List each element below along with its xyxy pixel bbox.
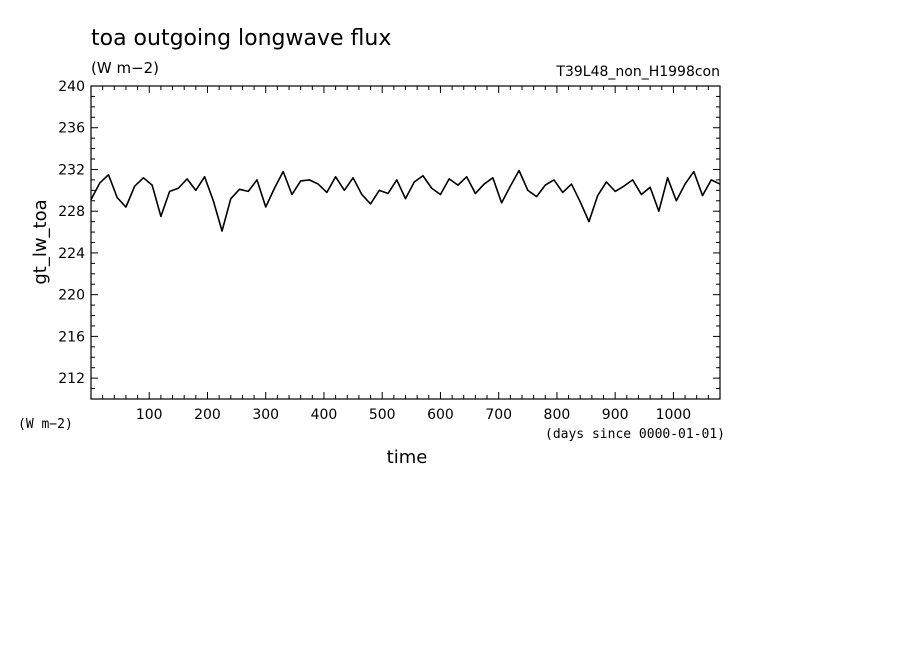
- chart-title: toa outgoing longwave flux: [91, 26, 391, 51]
- chart-units: (W m−2): [91, 59, 159, 77]
- x-tick-labels: 100 200 300 400 500 600 700 800 900 1000: [136, 407, 691, 423]
- x-axis-units: (days since 0000-01-01): [545, 427, 725, 442]
- y-axis-label: gt_lw_toa: [30, 199, 51, 284]
- x-tick-label: 400: [311, 407, 338, 423]
- y-tick-label: 216: [58, 329, 85, 345]
- x-tick-label: 700: [485, 407, 512, 423]
- x-tick-label: 100: [136, 407, 163, 423]
- axis-ticks: [91, 86, 720, 399]
- x-tick-label: 1000: [656, 407, 692, 423]
- x-tick-label: 500: [369, 407, 396, 423]
- y-tick-labels: 212 216 220 224 228 232 236 240: [58, 79, 85, 387]
- y-tick-label: 228: [58, 204, 85, 220]
- x-tick-label: 900: [602, 407, 629, 423]
- x-tick-label: 300: [252, 407, 279, 423]
- x-tick-label: 200: [194, 407, 221, 423]
- x-tick-label: 800: [544, 407, 571, 423]
- plot-frame: [90, 85, 721, 400]
- y-tick-label: 212: [58, 371, 85, 387]
- x-tick-label: 600: [427, 407, 454, 423]
- x-axis-label: time: [387, 447, 428, 468]
- y-tick-label: 236: [58, 121, 85, 137]
- y-tick-label: 232: [58, 162, 85, 178]
- series-line-gt-lw-toa: [90, 169, 721, 232]
- y-axis-units: (W m−2): [18, 417, 73, 432]
- y-tick-label: 224: [58, 246, 85, 262]
- run-label: T39L48_non_H1998con: [555, 64, 720, 80]
- y-tick-label: 240: [58, 79, 85, 95]
- y-tick-label: 220: [58, 288, 85, 304]
